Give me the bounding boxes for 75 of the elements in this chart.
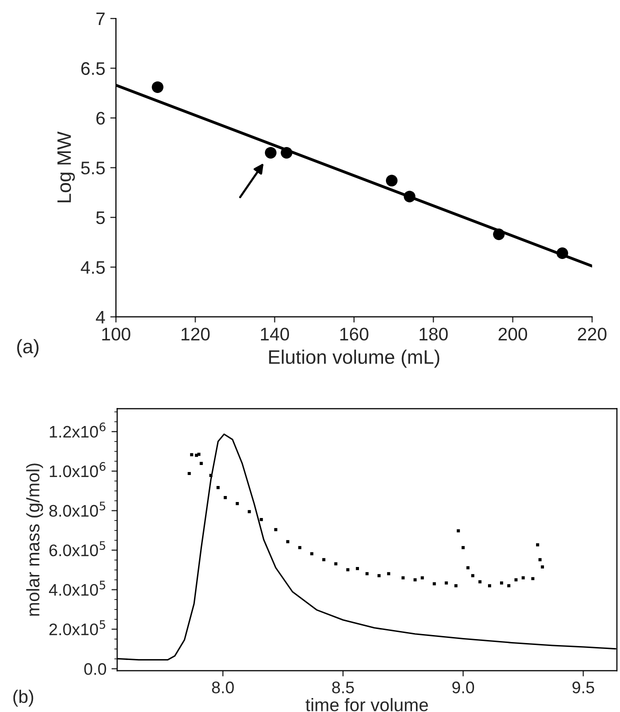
x-axis-title: Elution volume (mL) (269, 350, 440, 368)
y-tick-label: 4 (96, 310, 105, 324)
x-axis-title: time for volume (306, 698, 428, 712)
x-tick-label: 8.5 (332, 682, 354, 694)
point (248, 510, 251, 514)
y-tick-label: 5.5 (81, 162, 105, 174)
point (274, 528, 278, 532)
point (365, 572, 369, 576)
point (536, 543, 540, 546)
y-tick-label: 1.0x10$^{6}$ (50, 462, 106, 478)
x-tick-label: 140 (260, 328, 290, 341)
point (538, 558, 542, 562)
text: (b) (13, 690, 34, 707)
y-tick-label: 8.0x10$^{5}$ (49, 502, 106, 517)
point (188, 472, 191, 476)
point (471, 574, 474, 578)
point (197, 452, 200, 456)
point (462, 546, 465, 550)
y-tick-label: 0.0 (84, 663, 106, 675)
point (200, 462, 203, 465)
point (522, 576, 525, 580)
y-axis-title: molar mass (g/mol) (26, 464, 44, 616)
point (152, 81, 164, 93)
x-tick-label: 100 (102, 328, 130, 341)
point (500, 581, 504, 585)
point (356, 566, 359, 570)
point (286, 540, 290, 544)
y-tick-label: 6.5 (81, 62, 105, 75)
point (236, 502, 239, 506)
x-tick-label: 8.0 (212, 682, 234, 694)
point (346, 568, 350, 572)
point (531, 577, 534, 580)
point (454, 584, 458, 588)
y-tick-label: 4.0x10$^{5}$ (48, 580, 106, 596)
point (310, 552, 314, 556)
point (478, 580, 482, 584)
y-tick-label: 6 (96, 112, 105, 125)
x-tick-label: 180 (420, 328, 448, 341)
x-tick-label: 9.5 (572, 682, 594, 694)
x-tick-label: 9.0 (452, 682, 474, 694)
point (507, 584, 510, 588)
text: (a) (17, 339, 39, 358)
y-tick-label: 1.2x10$^{6}$ (50, 422, 106, 438)
point (378, 574, 381, 578)
point (387, 572, 390, 576)
point (514, 578, 518, 582)
point (402, 576, 405, 580)
x-tick-label: 160 (340, 328, 368, 341)
point (386, 174, 398, 186)
point (420, 576, 424, 580)
point (260, 518, 263, 522)
x-tick-label: 120 (182, 328, 210, 341)
point (414, 578, 417, 582)
point (224, 496, 227, 500)
point (322, 558, 326, 562)
point (216, 486, 220, 490)
y-tick-label: 6.0x10$^{5}$ (49, 541, 106, 556)
y-tick-label: 4.5 (80, 261, 105, 274)
point (540, 565, 544, 569)
point (334, 562, 338, 566)
point (456, 529, 460, 532)
x-tick-label: 220 (578, 328, 606, 341)
y-axis-title: Log MW (57, 132, 75, 202)
point (209, 474, 212, 478)
x-tick-label: 200 (498, 328, 528, 341)
point (298, 546, 302, 550)
point (466, 566, 470, 570)
y-tick-label: 5 (96, 212, 105, 224)
point (432, 582, 436, 586)
point (264, 146, 276, 159)
y-tick-label: 2.0x10$^{5}$ (49, 620, 106, 636)
point (190, 453, 194, 456)
point (488, 584, 492, 588)
point (444, 581, 448, 585)
y-tick-label: 7 (96, 12, 105, 26)
